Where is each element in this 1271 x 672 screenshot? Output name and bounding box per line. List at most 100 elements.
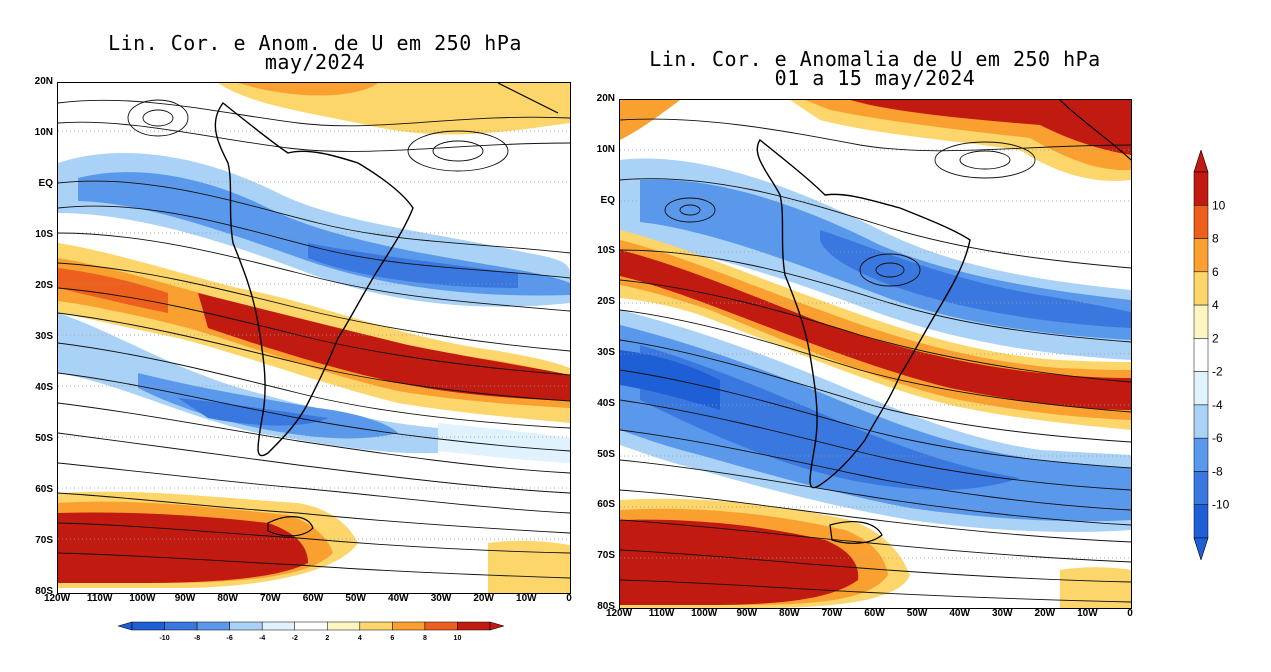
map2-lon-label: 70W	[821, 608, 843, 619]
map2-lon-label: 50W	[906, 608, 928, 619]
map1-lat-label: 70S	[35, 535, 53, 546]
colorbar-v-segment	[1193, 437, 1209, 472]
map2-lon-label: 60W	[864, 608, 885, 619]
map2-lon-label: 100W	[691, 608, 718, 619]
map1-lon-label: 120W	[43, 593, 71, 604]
map2-lon-label: 10W	[1077, 608, 1098, 619]
map2-lon-label: 40W	[949, 608, 970, 619]
colorbar-h-segment	[229, 621, 263, 631]
colorbar-v-label: 2	[1212, 331, 1219, 345]
map2-lat-label: 20S	[597, 296, 615, 308]
colorbar-v-segment	[1193, 471, 1209, 505]
colorbar-v-end-low	[1193, 537, 1209, 560]
colorbar-h-label: -2	[292, 635, 298, 642]
colorbar-v-segment	[1193, 504, 1209, 539]
map1-lon-label: 20W	[473, 593, 494, 604]
map2-lat-label: 60S	[597, 499, 615, 511]
map1-lat-label: 40S	[35, 382, 53, 393]
map2-lat-label: 10N	[596, 143, 615, 155]
map2-lon-label: 0	[1127, 608, 1133, 619]
map2-lat-label: 40S	[597, 397, 615, 409]
map1-lon-label: 110W	[86, 593, 113, 604]
map1-lat-label: 80S	[35, 586, 53, 597]
map1-lon-label: 100W	[129, 593, 156, 604]
map1-field	[58, 83, 570, 593]
colorbar-h-segment	[131, 621, 165, 631]
map1-lon-label: 40W	[388, 593, 409, 604]
map1-lat-label: EQ	[38, 178, 53, 189]
map2-lat-label: 30S	[597, 347, 615, 358]
colorbar-h-label: -8	[194, 635, 200, 642]
map1-lat-label: 60S	[35, 484, 53, 495]
colorbar-v-segment	[1193, 304, 1209, 339]
colorbar-v-label: -2	[1212, 365, 1223, 379]
map1-title-line2: may/2024	[264, 50, 366, 74]
colorbar-h-segment	[457, 621, 491, 631]
map2-panel	[619, 99, 1132, 609]
colorbar-h-label: 2	[325, 635, 329, 642]
map1-lon-label: 70W	[260, 593, 281, 604]
colorbar-h-segment	[196, 621, 230, 631]
colorbar-h-segment	[294, 621, 328, 631]
map1-lat-label: 20S	[35, 280, 53, 291]
colorbar-h-segment	[392, 621, 426, 631]
map2-lon-label: 80W	[779, 608, 800, 619]
colorbar-v-label: 8	[1212, 232, 1219, 246]
colorbar-v-label: -6	[1212, 431, 1223, 445]
map1-lat-label: 10N	[34, 127, 53, 138]
colorbar-v-end-high	[1193, 150, 1209, 173]
map2-lon-label: 90W	[736, 608, 758, 619]
colorbar-v-label: -4	[1212, 398, 1223, 412]
map2-lat-label: 10S	[597, 245, 615, 257]
map2-lat-label: 20N	[596, 93, 615, 104]
colorbar-h-label: 8	[423, 635, 427, 642]
colorbar-h-label: 6	[390, 635, 394, 642]
map1-lon-label: 60W	[302, 593, 324, 604]
map1-lat-label: 20N	[34, 76, 53, 87]
vertical-colorbar: 10 8 6 4 2 -2 -4 -6 -8 -10	[1193, 150, 1230, 560]
map2-title-line2: 01 a 15 may/2024	[774, 66, 976, 90]
map2-title: Lin. Cor. e Anomalia de U em 250 hPa 01 …	[620, 47, 1130, 90]
colorbar-v-segment	[1193, 271, 1209, 306]
colorbar-h-label: 10	[454, 635, 462, 642]
map1-lon-label: 30W	[430, 593, 452, 604]
colorbar-h-end-low	[118, 621, 133, 631]
map2-field	[620, 100, 1131, 608]
colorbar-h-segment	[164, 621, 198, 631]
horizontal-colorbar: -10 -8 -6 -4 -2 2 4 6 8 10	[118, 621, 504, 642]
map1-panel	[57, 82, 571, 594]
colorbar-v-segment	[1193, 171, 1209, 206]
colorbar-h-segment	[327, 621, 361, 631]
map1-lat-label: 50S	[35, 433, 53, 444]
map1-lon-label: 80W	[217, 593, 238, 604]
colorbar-v-segment	[1193, 205, 1209, 239]
map1-lat-label: 10S	[35, 229, 53, 240]
colorbar-v-label: 10	[1212, 198, 1226, 212]
map2-lon-label: 20W	[1034, 608, 1056, 619]
colorbar-v-label: -10	[1212, 498, 1230, 512]
map1-lon-label: 0	[566, 593, 572, 604]
colorbar-v-segment	[1193, 404, 1209, 439]
map2-title-line1: Lin. Cor. e Anomalia de U em 250 hPa	[649, 47, 1101, 71]
colorbar-v-label: 4	[1212, 298, 1219, 312]
colorbar-h-end-high	[489, 621, 504, 631]
colorbar-v-label: -8	[1212, 464, 1223, 478]
colorbar-h-label: 4	[358, 635, 362, 642]
colorbar-h-label: -4	[259, 635, 265, 642]
colorbar-v-segment	[1193, 371, 1209, 406]
map2-lat-label: 50S	[597, 448, 615, 460]
map1-title-line1: Lin. Cor. e Anom. de U em 250 hPa	[108, 31, 522, 55]
map1-lon-label: 90W	[174, 593, 196, 604]
map2-lat-label: EQ	[600, 194, 615, 206]
map1-title: Lin. Cor. e Anom. de U em 250 hPa may/20…	[60, 31, 570, 74]
map2-lon-label: 110W	[648, 608, 675, 619]
colorbar-h-segment	[359, 621, 393, 631]
map2-lon-label: 120W	[605, 608, 633, 619]
map2-lat-label: 70S	[597, 550, 615, 562]
colorbar-v-segment	[1193, 238, 1209, 273]
colorbar-h-label: -6	[227, 635, 233, 642]
colorbar-h-segment	[424, 621, 458, 631]
colorbar-v-label: 6	[1212, 265, 1219, 279]
map2-lat-label: 80S	[597, 601, 615, 612]
colorbar-h-label: -10	[159, 635, 169, 642]
